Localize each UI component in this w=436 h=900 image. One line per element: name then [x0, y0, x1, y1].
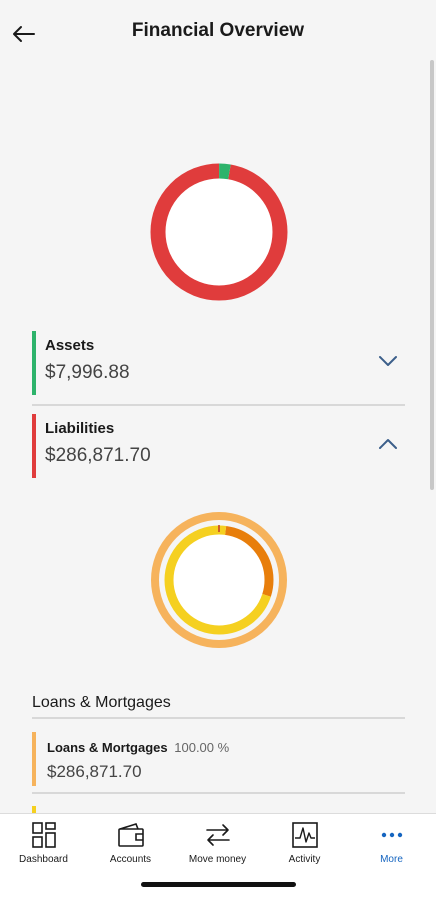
- chevron-up-icon[interactable]: [377, 436, 399, 452]
- more-icon: [381, 832, 402, 838]
- activity-icon: [291, 822, 318, 848]
- dashboard-icon: [31, 822, 56, 848]
- liabilities-label: Liabilities: [45, 420, 115, 437]
- liabilities-inner-segment-orange: [164, 525, 274, 635]
- summary-donut-chart: [150, 163, 288, 301]
- section-divider: [32, 717, 405, 719]
- loan-item-percent: 100.00 %: [174, 740, 230, 755]
- assets-accent-bar: [32, 331, 36, 395]
- liabilities-outer-ring: [151, 512, 287, 648]
- loan-list-item[interactable]: Loans & Mortgages 100.00 % $286,871.70: [32, 732, 405, 786]
- liabilities-donut-chart: [151, 512, 287, 648]
- tab-label: Dashboard: [19, 854, 68, 865]
- liabilities-section[interactable]: Liabilities $286,871.70: [32, 414, 405, 478]
- liabilities-accent-bar: [32, 414, 36, 478]
- section-divider: [32, 792, 405, 794]
- tab-move-money[interactable]: Move money: [174, 820, 261, 870]
- assets-value: $7,996.88: [45, 362, 130, 383]
- loans-heading: Loans & Mortgages: [32, 694, 171, 711]
- wallet-icon: [117, 823, 144, 847]
- tab-label: Accounts: [109, 854, 152, 865]
- back-arrow-icon[interactable]: [10, 20, 38, 48]
- home-indicator: [141, 882, 296, 887]
- tab-label: More: [380, 854, 403, 865]
- page-title: Financial Overview: [131, 20, 305, 41]
- tab-dashboard[interactable]: Dashboard: [0, 820, 87, 870]
- top-bar: Financial Overview: [0, 0, 436, 62]
- tab-activity[interactable]: Activity: [261, 820, 348, 870]
- loan-item-value: $286,871.70: [47, 762, 142, 781]
- liabilities-donut-segment: [150, 163, 288, 301]
- liabilities-value: $286,871.70: [45, 445, 151, 466]
- tab-accounts[interactable]: Accounts: [87, 820, 174, 870]
- assets-section[interactable]: Assets $7,996.88: [32, 331, 405, 395]
- loan-accent-bar: [32, 732, 36, 786]
- transfer-icon: [205, 824, 230, 846]
- assets-label: Assets: [45, 337, 95, 354]
- next-item-accent-bar: [32, 806, 36, 816]
- tab-label: Activity: [288, 854, 321, 865]
- tab-label: Move money: [188, 854, 247, 865]
- tab-more[interactable]: More: [348, 820, 435, 870]
- loan-item-label: Loans & Mortgages: [47, 740, 168, 755]
- section-divider: [32, 404, 405, 406]
- chevron-down-icon[interactable]: [377, 353, 399, 369]
- scrollbar[interactable]: [430, 60, 434, 490]
